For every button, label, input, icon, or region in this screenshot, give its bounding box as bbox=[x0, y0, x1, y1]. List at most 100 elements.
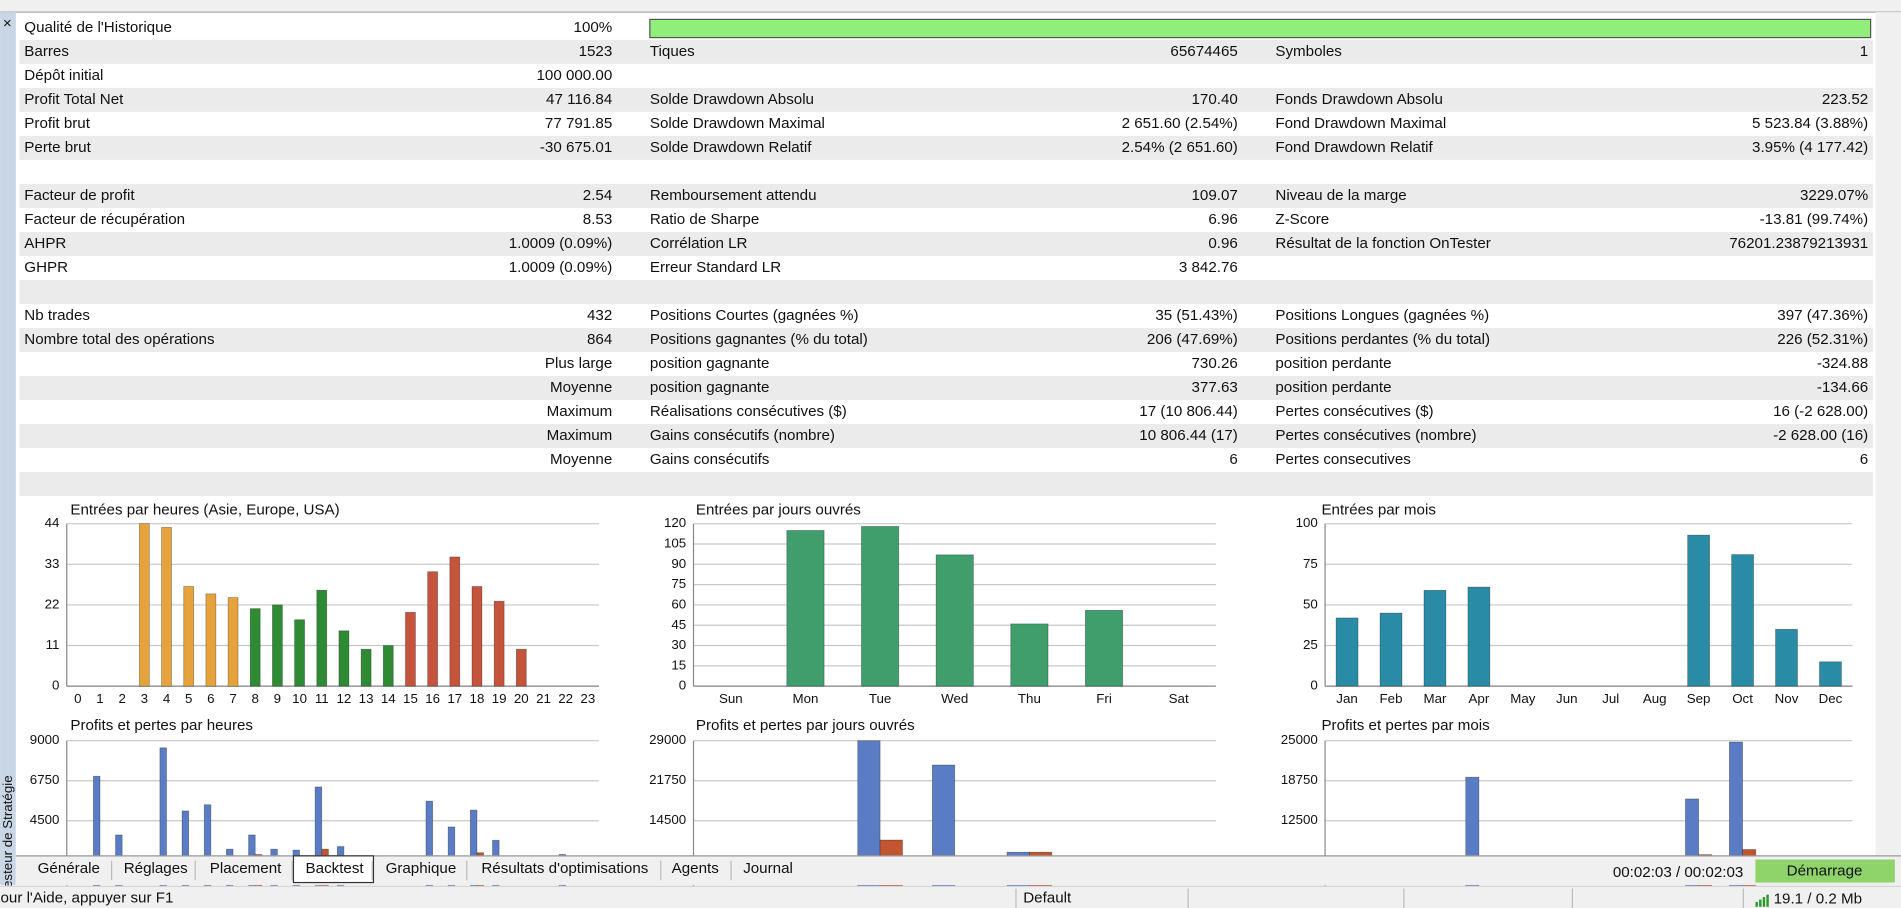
row-bg bbox=[19, 135, 1874, 160]
x-tick-label: 16 bbox=[425, 691, 440, 706]
tab[interactable]: Résultats d'optimisations bbox=[481, 860, 648, 877]
start-button-bg[interactable] bbox=[1755, 859, 1895, 883]
scrollbar[interactable] bbox=[1875, 12, 1901, 856]
stat-label: position gagnante bbox=[650, 379, 770, 396]
row-bg bbox=[19, 327, 1874, 352]
stat-label: Pertes consécutives (nombre) bbox=[1275, 427, 1476, 444]
side-title: Testeur de Stratégie bbox=[0, 775, 15, 894]
y-tick-label: 11 bbox=[46, 637, 60, 652]
stat-label: Fonds Drawdown Absolu bbox=[1275, 91, 1442, 108]
x-tick-label: Feb bbox=[1380, 691, 1403, 706]
bar bbox=[382, 645, 394, 687]
stat-value: 0.96 bbox=[1208, 235, 1237, 252]
stat-value: 432 bbox=[587, 307, 612, 324]
x-tick-label: Mar bbox=[1423, 691, 1447, 706]
stat-value: 3.95% (4 177.42) bbox=[1752, 139, 1868, 156]
y-tick-label: 22 bbox=[45, 596, 60, 611]
stat-label: Profit Total Net bbox=[24, 91, 124, 108]
chart: Entrées par jours ouvrés 0 15 30 45 60 75 90 105… bbox=[664, 501, 1216, 706]
side-panel bbox=[0, 12, 16, 885]
active-tab[interactable]: Backtest bbox=[306, 860, 365, 877]
y-tick-label: 50 bbox=[1303, 596, 1318, 611]
stat-label: Remboursement attendu bbox=[650, 187, 817, 204]
x-tick-label: 5 bbox=[185, 691, 192, 706]
y-tick-label: 29000 bbox=[649, 732, 686, 747]
bar bbox=[471, 586, 483, 687]
stat-label: Pertes consecutives bbox=[1275, 451, 1411, 468]
stat-label: Fond Drawdown Maximal bbox=[1275, 115, 1446, 132]
stat-value: 730.26 bbox=[1191, 355, 1237, 372]
stat-value: Maximum bbox=[547, 403, 613, 420]
tab[interactable]: Journal bbox=[743, 860, 793, 877]
x-tick-label: Dec bbox=[1819, 691, 1843, 706]
bar bbox=[405, 611, 416, 687]
y-tick-label: 44 bbox=[45, 515, 60, 530]
stat-value: 8.53 bbox=[583, 211, 612, 228]
tab[interactable]: Graphique bbox=[386, 860, 457, 877]
bar bbox=[1687, 534, 1710, 687]
bar bbox=[1685, 798, 1699, 902]
bar bbox=[1467, 586, 1491, 687]
x-tick-label: 3 bbox=[141, 691, 148, 706]
row-bg bbox=[19, 279, 1874, 304]
stat-value: 6 bbox=[1860, 451, 1868, 468]
bar bbox=[360, 648, 372, 687]
stat-value: 16 (-2 628.00) bbox=[1773, 403, 1868, 420]
stat-label: Qualité de l'Historique bbox=[24, 19, 172, 36]
stat-label: position perdante bbox=[1275, 355, 1391, 372]
x-tick-label: Sep bbox=[1687, 691, 1711, 706]
charts: Entrées par heures (Asie, Europe, USA)01… bbox=[30, 501, 1853, 902]
top-tab-strip bbox=[0, 0, 1901, 13]
x-tick-label: Jun bbox=[1556, 691, 1578, 706]
stat-value: Moyenne bbox=[550, 379, 612, 396]
x-tick-label: 21 bbox=[536, 691, 551, 706]
tab[interactable]: Réglages bbox=[124, 860, 188, 877]
tab[interactable]: Agents bbox=[672, 860, 720, 877]
stat-label: Z-Score bbox=[1275, 211, 1329, 228]
tab[interactable]: Générale bbox=[38, 860, 100, 877]
y-tick-label: 25000 bbox=[1281, 732, 1318, 747]
y-tick-label: 120 bbox=[664, 515, 686, 530]
x-tick-label: Wed bbox=[941, 691, 968, 706]
stat-label: Réalisations consécutives ($) bbox=[650, 403, 847, 420]
stat-label: Solde Drawdown Relatif bbox=[650, 139, 812, 156]
chart: Entrées par heures (Asie, Europe, USA)01… bbox=[45, 501, 599, 706]
x-tick-label: Tue bbox=[869, 691, 891, 706]
x-tick-label: 13 bbox=[359, 691, 374, 706]
row-bg bbox=[19, 87, 1874, 112]
stat-label: Perte brut bbox=[24, 139, 91, 156]
row-bg bbox=[19, 423, 1874, 448]
bar bbox=[427, 571, 438, 687]
bar bbox=[449, 556, 461, 687]
bar bbox=[272, 604, 283, 687]
quality-bar bbox=[649, 18, 1872, 39]
x-tick-label: Nov bbox=[1775, 691, 1799, 706]
start-button[interactable]: Démarrage bbox=[1787, 863, 1863, 880]
chart-title: Profits et pertes par mois bbox=[1321, 717, 1490, 734]
stat-value: 3229.07% bbox=[1800, 187, 1868, 204]
close-button[interactable]: × bbox=[3, 15, 12, 32]
timer: 00:02:03 / 00:02:03 bbox=[1613, 864, 1744, 881]
bar bbox=[183, 586, 195, 687]
y-tick-label: 75 bbox=[671, 576, 686, 591]
y-tick-label: 100 bbox=[1296, 515, 1318, 530]
active-tab-bg bbox=[292, 855, 375, 884]
x-tick-label: 0 bbox=[74, 691, 81, 706]
stat-value: Moyenne bbox=[550, 451, 612, 468]
y-tick-label: 90 bbox=[671, 556, 686, 571]
chart-title: Profits et pertes par heures bbox=[70, 717, 253, 734]
stat-label: Positions Longues (gagnées %) bbox=[1275, 307, 1489, 324]
stat-value: -13.81 (99.74%) bbox=[1760, 211, 1869, 228]
y-tick-label: 18750 bbox=[1281, 772, 1318, 787]
stat-value: 2.54 bbox=[583, 187, 612, 204]
stat-value: 1 bbox=[1860, 43, 1868, 60]
tab[interactable]: Placement bbox=[210, 860, 282, 877]
row-bg bbox=[19, 39, 1874, 64]
stat-label: Nb trades bbox=[24, 307, 90, 324]
x-tick-label: 22 bbox=[558, 691, 573, 706]
chart-title: Profits et pertes par jours ouvrés bbox=[696, 717, 915, 734]
stat-label: Erreur Standard LR bbox=[650, 259, 781, 276]
x-tick-label: Oct bbox=[1732, 691, 1753, 706]
